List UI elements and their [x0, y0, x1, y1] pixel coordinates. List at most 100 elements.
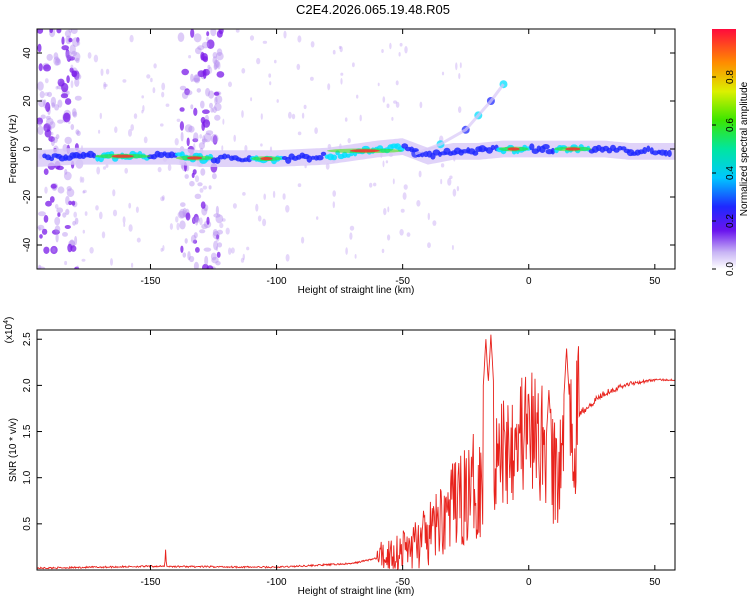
noise-column-1-dot — [213, 63, 218, 71]
spectrogram-noise-layer — [37, 29, 462, 269]
noise-column-1-dot — [196, 88, 201, 93]
noise-dot — [161, 91, 165, 98]
rising-branch-trace — [414, 83, 505, 156]
noise-column-0-dot — [47, 91, 52, 98]
noise-dot — [199, 217, 203, 226]
noise-dot — [332, 190, 337, 197]
noise-column-0-dot — [46, 53, 53, 61]
noise-dot — [150, 77, 153, 83]
noise-column-0-dot — [51, 102, 55, 108]
noise-dot — [332, 49, 336, 55]
noise-column-1-dot — [201, 138, 208, 143]
noise-column-1-dot — [212, 52, 218, 59]
noise-column-1-dot — [214, 96, 218, 105]
noise-column-0-dot — [45, 102, 51, 112]
noise-dot — [57, 79, 61, 83]
snr-x-label: Height of straight line (km) — [298, 586, 415, 597]
snr-scale-close: ) — [4, 317, 15, 320]
noise-column-0-dot — [49, 196, 55, 203]
noise-column-1-dot — [189, 255, 195, 263]
noise-column-1-dot — [216, 71, 225, 78]
noise-dot — [303, 104, 307, 110]
noise-dot — [383, 208, 387, 216]
noise-dot — [340, 72, 344, 76]
signal-band-blob — [320, 151, 327, 156]
noise-column-1-dot — [195, 217, 199, 226]
noise-column-1-dot — [215, 261, 221, 266]
noise-column-0-dot — [64, 29, 72, 38]
noise-column-0-dot — [63, 112, 71, 123]
snr-x-tick-label: -150 — [140, 577, 160, 588]
snr-frame — [36, 329, 676, 571]
noise-column-1-dot — [194, 193, 202, 199]
noise-dot — [385, 160, 389, 164]
noise-dot — [389, 42, 392, 50]
noise-column-0-dot — [74, 266, 80, 269]
noise-column-1-dot — [212, 173, 217, 180]
signal-band-blob — [226, 154, 231, 159]
noise-column-1-dot — [208, 90, 215, 99]
noise-column-1-dot — [190, 29, 195, 38]
noise-dot — [235, 29, 240, 33]
noise-column-1-dot — [215, 214, 224, 224]
signal-band-blob — [91, 152, 97, 159]
spectrogram-band-layer — [37, 80, 675, 167]
signal-band-blob — [529, 143, 535, 151]
signal-strong-core-2 — [260, 157, 273, 161]
noise-dot — [332, 201, 335, 209]
noise-column-0-dot — [37, 125, 44, 135]
noise-dot — [215, 246, 219, 252]
noise-dot — [153, 63, 157, 69]
noise-dot — [50, 131, 54, 136]
noise-dot — [246, 246, 250, 251]
noise-column-0-dot — [53, 52, 59, 60]
noise-column-0-dot — [67, 243, 73, 253]
spectrogram-x-tick-label: -50 — [395, 276, 410, 287]
signal-strong-core-1 — [187, 156, 203, 160]
snr-x-tick-label: 0 — [526, 577, 532, 588]
noise-dot — [242, 253, 245, 261]
noise-dot — [260, 143, 263, 147]
snr-y-tick-label: 1.5 — [22, 424, 33, 438]
noise-dot — [219, 222, 224, 229]
noise-dot — [459, 62, 462, 69]
snr-scale-exponent: 4 — [3, 320, 10, 324]
noise-column-1-dot — [216, 30, 223, 38]
noise-column-1-dot — [212, 229, 218, 236]
noise-column-0-dot — [62, 232, 68, 237]
colorbar-tick-label: 0.4 — [725, 166, 736, 180]
noise-dot — [392, 178, 395, 185]
noise-dot — [377, 82, 380, 87]
noise-dot — [283, 30, 287, 39]
noise-column-0-dot — [39, 234, 43, 239]
noise-column-0-dot — [55, 233, 59, 243]
noise-column-1-dot — [212, 106, 217, 113]
noise-column-0-dot — [65, 50, 72, 60]
noise-column-1-dot — [210, 29, 217, 37]
noise-column-0-dot — [49, 121, 56, 129]
noise-dot — [44, 127, 48, 132]
noise-column-1-dot — [192, 138, 199, 143]
noise-column-0-dot — [43, 246, 50, 254]
noise-dot — [406, 232, 411, 237]
noise-dot — [354, 254, 357, 259]
noise-column-1-dot — [195, 47, 202, 55]
spectrogram-y-ticks: -40 -20 0 20 40 — [22, 47, 675, 252]
noise-dot — [393, 100, 398, 104]
noise-dot — [402, 192, 407, 200]
signal-band-blob — [490, 144, 496, 151]
noise-dot — [276, 99, 279, 103]
noise-dot — [129, 34, 134, 43]
noise-dot — [345, 247, 348, 255]
noise-column-0-dot — [56, 29, 62, 34]
noise-column-1-dot — [193, 74, 201, 84]
noise-dot — [76, 40, 81, 46]
noise-column-1-dot — [215, 95, 223, 104]
noise-dot — [262, 218, 267, 227]
noise-column-0-dot — [68, 56, 76, 61]
signal-band-blob — [331, 154, 338, 161]
noise-column-1-dot — [207, 64, 211, 70]
noise-column-0-dot — [56, 207, 64, 214]
noise-column-1-dot — [181, 68, 189, 76]
noise-dot — [68, 29, 73, 33]
